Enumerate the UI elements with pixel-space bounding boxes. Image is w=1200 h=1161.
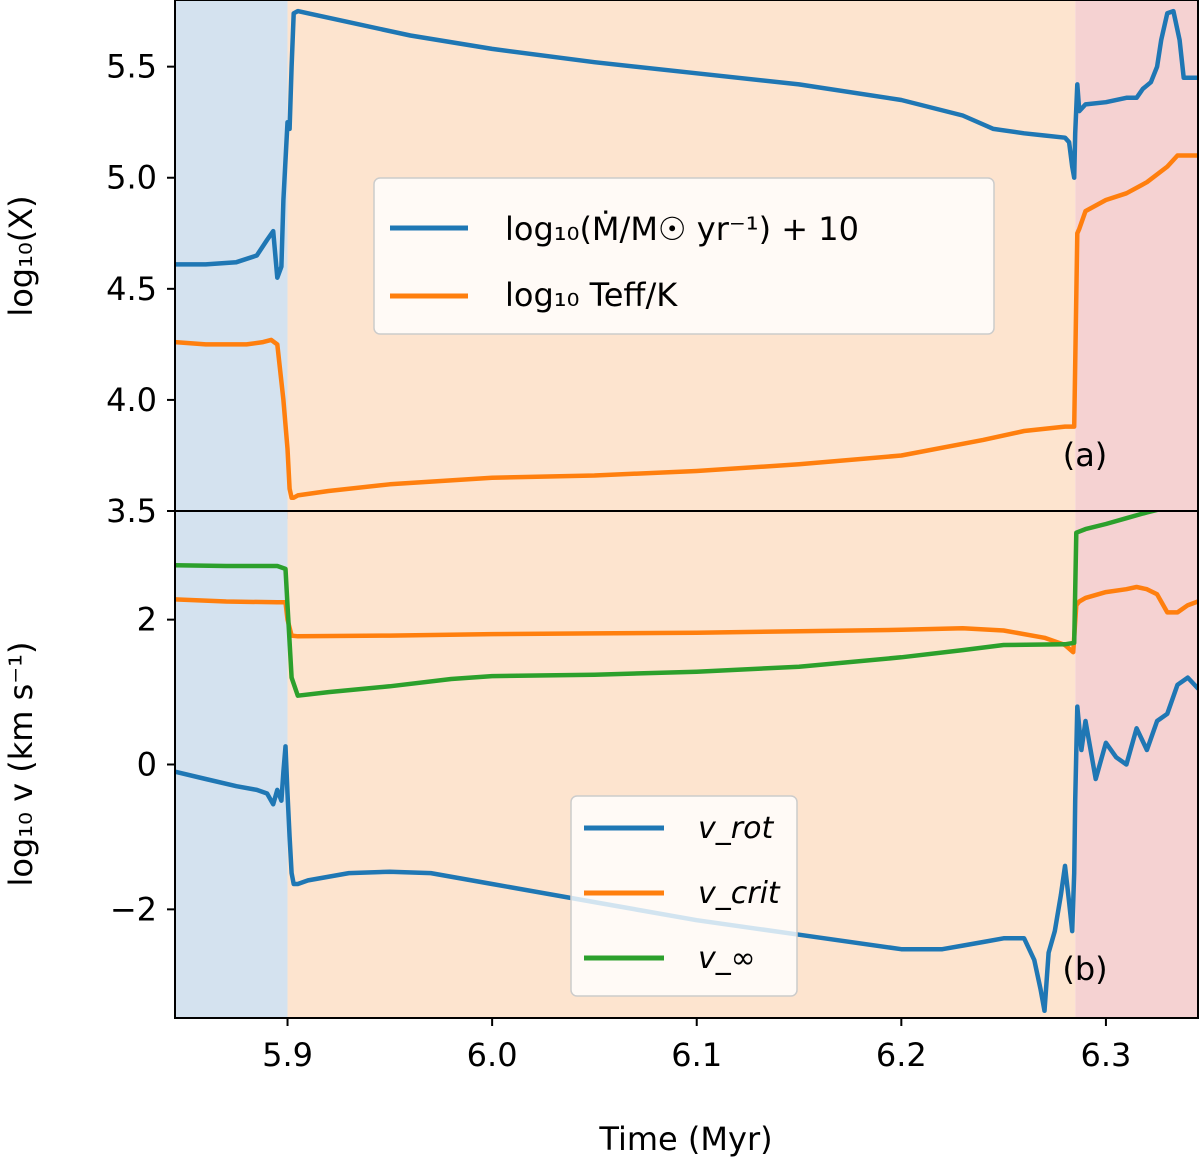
x-tick-label: 6.2 [876, 1036, 927, 1074]
y-ticks: −2 0 2 [110, 601, 175, 928]
legend: log₁₀(Ṁ/M☉ yr⁻¹) + 10 log₁₀ Teff/K [373, 177, 995, 335]
series-line-0 [175, 675, 1198, 1014]
y-tick-label: 4.0 [106, 381, 157, 419]
legend-label-mdot: log₁₀(Ṁ/M☉ yr⁻¹) + 10 [505, 210, 859, 248]
y-tick-label: 0 [137, 746, 157, 784]
legend-label-teff: log₁₀ Teff/K [505, 276, 678, 314]
x-ticks: 5.9 6.0 6.1 6.2 6.3 [262, 1018, 1131, 1074]
y-tick-label: 3.5 [106, 492, 157, 530]
x-tick-label: 6.3 [1080, 1036, 1131, 1074]
legend-box [570, 795, 798, 997]
panel-label: (b) [1062, 950, 1107, 988]
panel-label: (a) [1063, 436, 1108, 474]
legend-label-vcrit: v_crit [698, 876, 781, 911]
series-lines [175, 511, 1198, 1014]
plot-frame [174, 510, 1199, 1019]
legend-label-vinf: v_∞ [698, 941, 756, 976]
y-ticks: 3.5 4.0 4.5 5.0 5.5 [106, 48, 175, 530]
panel-b: −2 0 2 5.9 6.0 6.1 6.2 6.3 log₁₀ v (km s⁻¹) (b… [2, 510, 1199, 1074]
y-tick-label: −2 [110, 890, 157, 928]
x-tick-label: 5.9 [262, 1036, 313, 1074]
series-lines [175, 8, 1198, 500]
series-line-0 [175, 8, 1198, 280]
series-line-2 [175, 511, 1163, 698]
phase-region-0 [175, 511, 288, 1018]
phase-region-0 [175, 0, 288, 511]
x-tick-label: 6.0 [467, 1036, 518, 1074]
y-tick-label: 2 [137, 601, 157, 639]
x-tick-label: 6.1 [671, 1036, 722, 1074]
series-line-1 [175, 153, 1198, 500]
y-tick-label: 4.5 [106, 270, 157, 308]
phase-region-2 [1075, 0, 1198, 511]
y-tick-label: 5.5 [106, 48, 157, 86]
x-axis-label: Time (Myr) [598, 1120, 772, 1158]
y-axis-label: log₁₀(X) [2, 195, 40, 316]
y-axis-label: log₁₀ v (km s⁻¹) [2, 642, 40, 887]
y-tick-label: 5.0 [106, 159, 157, 197]
legend: v_rot v_crit v_∞ [570, 795, 798, 997]
legend-box [373, 177, 995, 335]
panel-a: 3.5 4.0 4.5 5.0 5.5 log₁₀(X) (a) log₁₀(Ṁ/M☉ … [2, 0, 1199, 530]
legend-label-vrot: v_rot [698, 811, 774, 846]
